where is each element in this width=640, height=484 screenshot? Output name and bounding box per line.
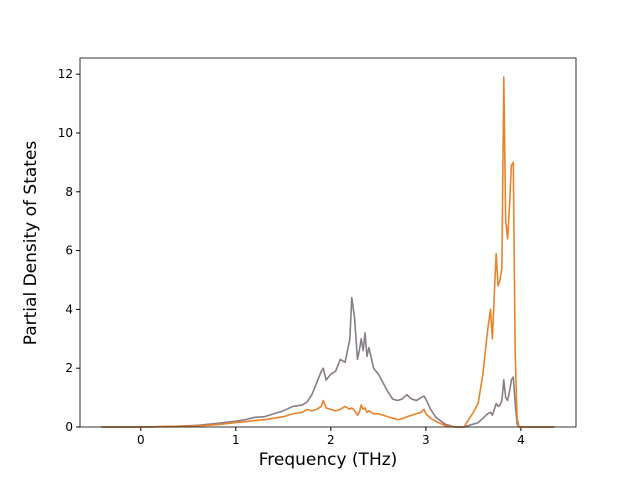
y-tick-label: 8 (65, 185, 73, 199)
y-tick-label: 10 (58, 126, 73, 140)
y-tick-label: 2 (65, 361, 73, 375)
plot-frame (79, 57, 577, 428)
y-tick-label: 12 (58, 67, 73, 81)
x-tick-label: 4 (517, 433, 525, 447)
x-axis-label: Frequency (THz) (259, 450, 398, 470)
y-tick-label: 0 (65, 420, 73, 434)
y-axis-label: Partial Density of States (21, 141, 41, 346)
x-tick-label: 1 (232, 433, 240, 447)
line-series (100, 296, 555, 428)
line-series (100, 76, 555, 428)
y-tick-label: 4 (65, 302, 73, 316)
x-tick-label: 2 (327, 433, 335, 447)
x-tick-label: 3 (422, 433, 430, 447)
x-tick-label: 0 (137, 433, 145, 447)
y-tick-label: 6 (65, 244, 73, 258)
